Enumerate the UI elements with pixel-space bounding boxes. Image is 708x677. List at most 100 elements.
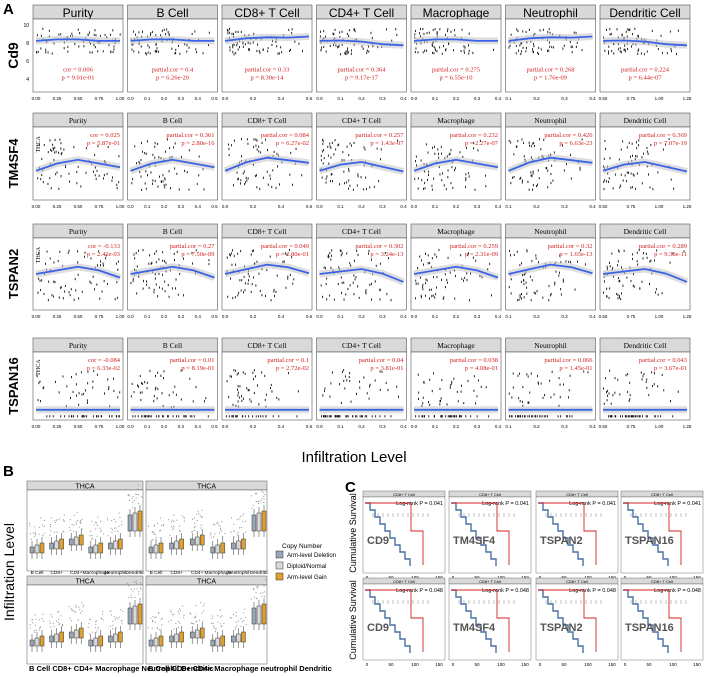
data-point [363,188,365,191]
data-point [150,33,151,36]
box [231,635,236,643]
data-point [451,380,453,383]
data-point [178,415,180,418]
data-point [118,415,120,418]
outlier-point [73,514,75,516]
outlier-point [121,520,123,523]
outlier-point [114,527,116,529]
data-point [87,33,89,36]
data-point [622,415,623,418]
data-point [633,285,635,288]
outlier-point [233,530,235,532]
data-point [517,415,519,418]
data-point [180,398,182,401]
data-point [329,142,331,145]
outlier-point [219,529,221,531]
data-point [141,391,143,394]
outlier-point [163,524,165,526]
data-point [487,268,489,271]
x-tick-label: 150 [693,575,701,580]
outlier-point [121,619,123,621]
data-point [513,153,515,156]
data-point [608,415,609,418]
outlier-point [202,620,204,622]
data-point [479,139,481,142]
data-point [72,390,74,394]
data-point [345,52,346,55]
outlier-point [259,592,261,594]
data-point [606,28,607,31]
data-point [485,386,487,389]
data-point [145,52,147,55]
data-point [438,248,440,252]
data-point [253,276,254,279]
x-tick-label: 0.2 [358,96,365,101]
data-point [321,176,323,179]
data-point [608,392,610,395]
data-point [67,251,69,254]
data-point [320,30,321,33]
data-point [348,169,350,173]
regression-line [413,158,499,172]
data-point [341,281,343,284]
data-point [271,185,273,188]
data-point [639,415,641,418]
stat-p: p = 3.67e-01 [654,365,687,372]
outlier-point [183,517,185,519]
data-point [651,29,653,33]
box [153,544,159,554]
data-point [518,49,519,52]
data-point [237,372,239,375]
x-tick-label: 0.4 [589,204,596,209]
outlier-point [233,536,235,538]
stat-cor: partial.cor = 0.364 [337,66,386,73]
data-point [325,177,327,180]
data-point [511,415,513,418]
data-point [348,154,350,157]
data-point [624,174,626,177]
data-point [107,145,109,149]
data-point [229,375,231,378]
data-point [455,274,456,278]
data-point [425,252,426,255]
data-point [87,370,89,373]
outlier-point [203,610,205,612]
data-point [427,262,429,265]
outlier-point [262,583,264,586]
x-tick-label: 0.2 [533,204,540,209]
gene-label-tspan16: TSPAN16 [6,357,21,415]
data-point [104,33,106,37]
data-point [622,179,624,182]
category-label: CD4+ [70,570,83,576]
outlier-point [134,581,136,583]
data-point [524,415,526,418]
stat-p: p = 6.26e-20 [156,74,189,81]
box [251,514,257,532]
data-point [277,52,279,55]
outlier-point [169,534,171,537]
data-point [526,41,528,44]
data-point [606,265,608,268]
x-tick-label: 100 [411,575,419,580]
data-point [637,52,639,55]
data-point [426,279,428,282]
box [241,538,246,550]
data-point [632,253,634,256]
regression-line [508,156,593,172]
data-point [661,373,663,377]
data-point [258,150,260,153]
x-tick-label: 0.0 [222,204,229,209]
data-point [517,140,519,143]
regression-line [35,38,120,42]
data-point [38,277,40,280]
data-point [548,299,550,302]
x-tick-label: 0.4 [400,314,407,319]
data-point [451,382,453,385]
plot-area [620,583,704,661]
data-point [194,30,196,33]
box [113,633,118,643]
data-point [536,290,538,293]
data-point [661,292,663,295]
data-point [512,176,513,179]
data-point [357,253,359,256]
